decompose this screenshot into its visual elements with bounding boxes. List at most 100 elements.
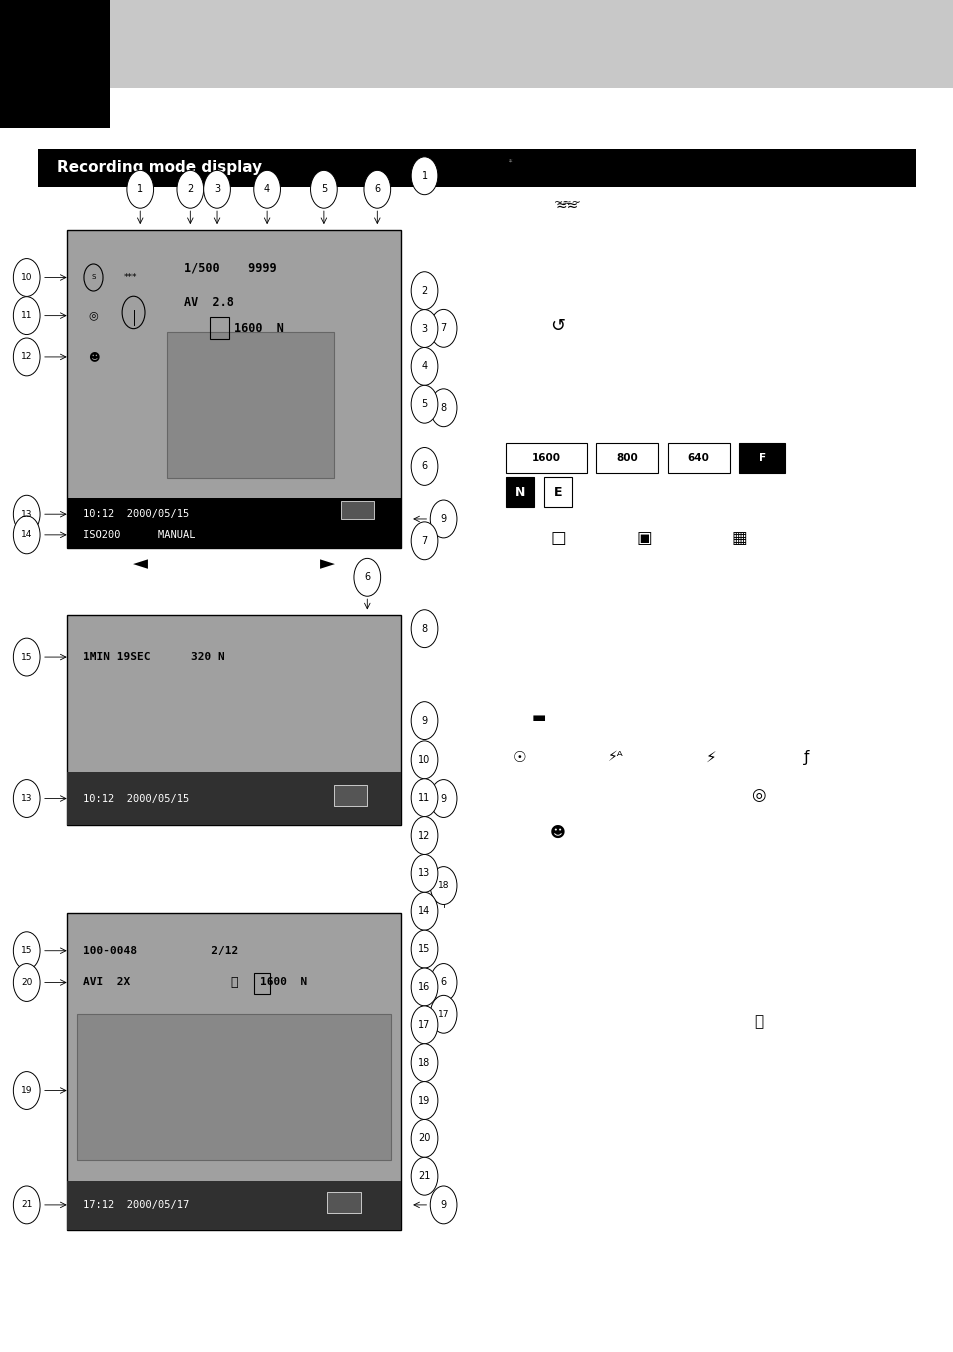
Circle shape (430, 500, 456, 538)
Circle shape (430, 310, 456, 347)
Text: AV  2.8: AV 2.8 (183, 296, 233, 310)
Text: 1600  N: 1600 N (233, 322, 283, 335)
Text: 100-0048           2/12: 100-0048 2/12 (84, 946, 238, 956)
Text: ☻: ☻ (550, 825, 565, 841)
Text: ≈≈: ≈≈ (556, 199, 578, 212)
Text: 18: 18 (418, 1057, 430, 1068)
Text: ☀: ☀ (497, 153, 513, 172)
Text: 9: 9 (440, 1201, 446, 1210)
Circle shape (411, 968, 437, 1006)
Circle shape (411, 1082, 437, 1119)
Text: 8: 8 (421, 623, 427, 634)
Bar (667, 443, 729, 473)
Circle shape (411, 310, 437, 347)
Bar (596, 443, 658, 473)
Text: 11: 11 (21, 311, 32, 320)
Text: 13: 13 (418, 868, 430, 879)
Circle shape (430, 389, 456, 427)
Text: ◄: ◄ (132, 554, 148, 573)
Text: 21: 21 (418, 1171, 430, 1182)
Text: 5: 5 (320, 184, 327, 195)
Text: ☼: ☼ (780, 154, 793, 170)
Text: 9: 9 (421, 715, 427, 726)
Circle shape (430, 964, 456, 1002)
Circle shape (13, 964, 40, 1002)
Bar (38, 149, 915, 187)
Text: 7: 7 (440, 323, 446, 334)
Text: N: N (515, 485, 524, 499)
Circle shape (411, 741, 437, 779)
Bar (76, 1014, 390, 1160)
Bar (67, 499, 400, 548)
Circle shape (411, 448, 437, 485)
Circle shape (411, 892, 437, 930)
Text: ◎: ◎ (89, 311, 98, 320)
Circle shape (430, 780, 456, 818)
Bar (67, 1182, 400, 1230)
Circle shape (127, 170, 153, 208)
Text: ▣: ▣ (636, 529, 651, 548)
Text: 1MIN 19SEC      320 N: 1MIN 19SEC 320 N (84, 652, 225, 662)
Circle shape (13, 932, 40, 969)
Text: 19: 19 (418, 1095, 430, 1106)
Text: 7: 7 (421, 535, 427, 546)
Text: ⚿: ⚿ (753, 1014, 762, 1030)
Text: 20: 20 (418, 1133, 430, 1144)
Text: ☻: ☻ (88, 352, 99, 362)
Text: 19: 19 (21, 1086, 32, 1095)
Text: 3: 3 (213, 184, 220, 195)
Text: 9: 9 (440, 514, 446, 525)
Text: 18: 18 (437, 882, 449, 890)
Bar (67, 913, 400, 1230)
Circle shape (411, 779, 437, 817)
Bar (334, 786, 367, 806)
Circle shape (411, 1119, 437, 1157)
Circle shape (430, 867, 456, 904)
Text: ⚡ᴬ: ⚡ᴬ (607, 750, 622, 764)
Text: AVI  2X: AVI 2X (84, 977, 131, 987)
Text: 6: 6 (421, 461, 427, 472)
Text: ☉: ☉ (513, 749, 526, 765)
Text: 15: 15 (418, 944, 430, 955)
Text: □: □ (550, 529, 565, 548)
Text: ☁: ☁ (625, 153, 642, 172)
Text: 16: 16 (418, 982, 430, 992)
Text: 10:12  2000/05/15: 10:12 2000/05/15 (84, 794, 190, 803)
Circle shape (430, 995, 456, 1033)
Text: 8: 8 (440, 403, 446, 412)
Text: 6: 6 (374, 184, 380, 195)
Text: 11: 11 (418, 792, 430, 803)
Bar (253, 973, 271, 994)
Bar (67, 615, 400, 825)
Text: 12: 12 (21, 353, 32, 361)
Text: 2: 2 (421, 285, 427, 296)
Text: ★̲: ★̲ (510, 155, 522, 169)
Circle shape (13, 1072, 40, 1110)
Circle shape (253, 170, 280, 208)
Text: 2: 2 (187, 184, 193, 195)
Text: 21: 21 (21, 1201, 32, 1210)
Text: ISO200      MANUAL: ISO200 MANUAL (84, 530, 195, 539)
Text: 17: 17 (437, 1010, 449, 1019)
Bar (739, 443, 784, 473)
Text: 17: 17 (418, 1019, 430, 1030)
Text: 1: 1 (137, 184, 143, 195)
Circle shape (13, 638, 40, 676)
Text: F: F (758, 453, 765, 464)
Text: 4: 4 (264, 184, 270, 195)
Text: ▦: ▦ (731, 529, 746, 548)
Text: ↺: ↺ (550, 316, 565, 335)
Text: ***: *** (123, 273, 137, 283)
Circle shape (411, 522, 437, 560)
Text: ~≈~: ~≈~ (553, 197, 581, 208)
Circle shape (354, 558, 380, 596)
Text: 10: 10 (418, 754, 430, 765)
Text: 3: 3 (421, 323, 427, 334)
Text: 10: 10 (21, 273, 32, 283)
Text: 17:12  2000/05/17: 17:12 2000/05/17 (84, 1201, 190, 1210)
Circle shape (13, 258, 40, 296)
Text: 800: 800 (616, 453, 638, 464)
Text: 10:12  2000/05/15: 10:12 2000/05/15 (84, 510, 190, 519)
Circle shape (411, 817, 437, 854)
Text: Recording mode display: Recording mode display (57, 160, 262, 176)
